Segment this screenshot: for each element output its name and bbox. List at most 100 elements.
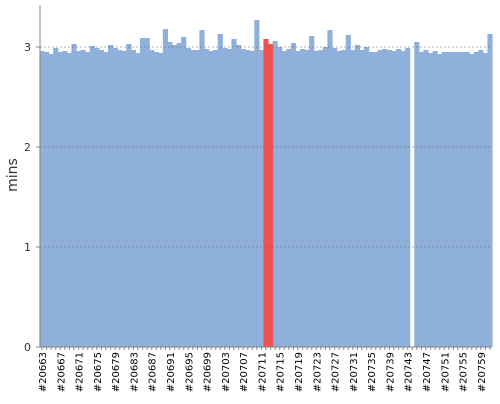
area-segment [213,50,219,347]
area-segment [153,52,159,347]
area-segment [437,54,443,347]
x-tick-label: #20723 [312,352,323,392]
x-tick-label: #20711 [257,352,268,392]
x-tick-label: #20695 [184,352,195,392]
area-segment [126,44,132,347]
y-tick-label: 2 [24,141,31,154]
x-tick-label: #20671 [75,352,86,392]
area-segment [39,51,45,347]
area-segment [423,50,429,347]
area-segment [354,45,361,347]
area-segment [446,52,452,347]
x-tick-label: #20751 [440,352,451,392]
area-segment [341,50,347,347]
area-segment [158,53,164,347]
area-segment [327,30,333,347]
area-segment [48,54,54,347]
area-segment [377,50,383,347]
area-segment [85,52,91,347]
x-tick-label: #20755 [459,352,470,392]
area-segment [363,47,370,347]
area-segment [373,52,379,347]
x-tick-label: #20667 [56,352,67,392]
x-tick-label: #20675 [93,352,104,392]
area-segment [235,45,242,347]
area-segment [75,51,82,347]
area-segment [245,50,251,347]
area-segment [272,41,278,347]
area-segment [391,51,397,347]
area-segment [43,52,50,347]
y-tick-label: 0 [24,341,31,354]
area-segment [181,37,187,347]
area-segment [427,53,434,347]
area-segment [149,50,155,347]
area-segment [57,52,63,347]
area-segment [199,30,205,347]
area-segment [281,51,287,347]
area-segment [231,39,237,347]
area-segment [359,50,365,347]
x-tick-label: #20747 [422,352,433,392]
area-segment [295,51,301,347]
x-tick-label: #20727 [331,352,342,392]
area-segment [112,48,118,347]
area-segment [309,36,315,347]
area-segment [162,29,169,347]
area-segment [226,49,233,347]
area-segment [482,53,489,347]
area-segment [71,44,77,347]
area-segment [267,44,274,347]
area-segment [304,50,310,347]
area-segment [94,48,100,347]
area-segment [263,39,269,347]
area-segment [98,50,105,347]
area-segment [167,42,173,347]
area-segment [336,51,342,347]
area-segment [103,52,109,347]
area-segment [254,20,260,347]
area-segment [395,49,402,347]
x-tick-label: #20707 [239,352,250,392]
area-segment [117,50,123,347]
area-segment [299,49,306,347]
area-segment [290,43,297,347]
area-segment [450,52,457,347]
x-tick-label: #20739 [385,352,396,392]
area-segment [171,45,178,347]
area-segment [469,54,475,347]
area-segment [249,51,255,347]
area-segment [286,49,292,347]
area-segment [62,51,68,347]
area-segment [222,48,228,347]
x-tick-label: #20663 [38,352,49,392]
area-segment [139,38,146,347]
area-segment [459,52,466,347]
area-segment [345,35,351,347]
area-segment [386,50,393,347]
x-tick-label: #20719 [294,352,305,392]
area-segment [400,51,406,347]
area-segment [258,50,265,347]
y-tick-label: 3 [24,41,31,54]
area-segment [441,52,447,347]
y-tick-label: 1 [24,241,31,254]
x-tick-label: #20683 [129,352,140,392]
area-segment [208,51,214,347]
y-axis-label: mins [5,158,21,192]
area-segment [185,48,191,347]
area-segment [80,50,86,347]
x-tick-label: #20759 [477,352,488,392]
area-segment [455,52,461,347]
area-segment [190,50,196,347]
area-segment [318,50,324,347]
x-tick-label: #20691 [166,352,177,392]
area-segment [194,50,201,347]
area-segment [473,52,479,347]
x-tick-label: #20703 [221,352,232,392]
x-tick-label: #20679 [111,352,122,392]
area-segment [432,51,438,347]
area-segment [217,34,223,347]
x-tick-label: #20687 [148,352,159,392]
